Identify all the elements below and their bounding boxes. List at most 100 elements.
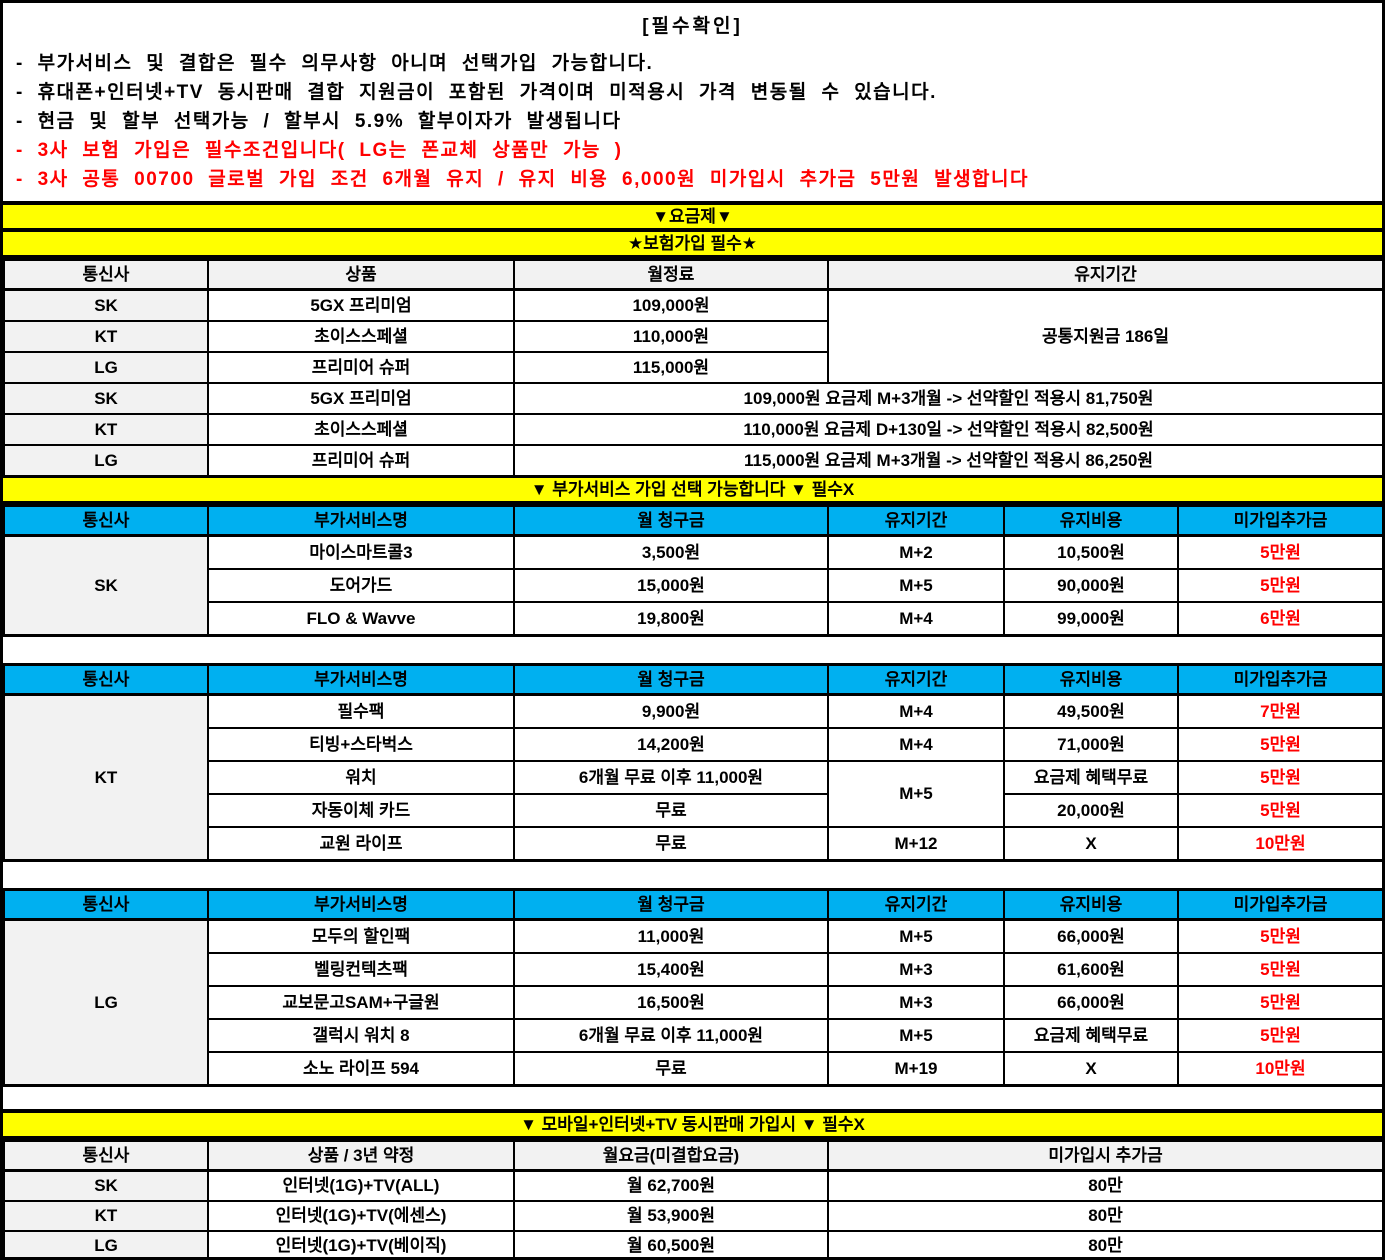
notice-line-alert: - 3사 공통 00700 글로벌 가입 조건 6개월 유지 / 유지 비용 6… (16, 169, 1029, 190)
product-cell: 프리미어 슈퍼 (207, 351, 515, 384)
table-row: KT 필수팩 9,900원 M+4 49,500원 7만원 (3, 693, 1382, 862)
carrier-cell: LG (3, 918, 209, 1087)
bundle-fee-cell: 월 53,900원 (513, 1200, 829, 1232)
penalty-cell: 6만원 (1177, 601, 1382, 637)
table-row: 도어가드 15,000원 M+5 90,000원 5만원 (4, 568, 1382, 603)
header-retention-period: 유지기간 (827, 259, 1382, 291)
retention-period-cell: M+4 (827, 727, 1005, 762)
penalty-cell: 5만원 (1177, 727, 1382, 762)
retention-cost-cell: 90,000원 (1003, 568, 1179, 603)
penalty-cell: 5만원 (1177, 534, 1382, 570)
notice-line: - 부가서비스 및 결합은 필수 의무사항 아니며 선택가입 가능합니다. (16, 53, 654, 74)
header-bundle-fee: 월요금(미결합요금) (513, 1140, 829, 1172)
carrier-cell: LG (3, 351, 209, 384)
carrier-cell: KT (3, 693, 209, 862)
header-carrier: 통신사 (3, 1140, 209, 1172)
retention-cost-cell: 10,500원 (1003, 534, 1179, 570)
bundle-penalty-cell: 80만 (827, 1230, 1382, 1257)
bundle-product-cell: 인터넷(1G)+TV(베이직) (207, 1230, 515, 1257)
table-row: KT 초이스스페셜 110,000원 요금제 D+130일 -> 선약할인 적용… (3, 413, 1382, 446)
carrier-cell: SK (3, 534, 209, 637)
monthly-fee-cell: 109,000원 (513, 288, 829, 322)
service-name-cell: 도어가드 (207, 568, 515, 603)
header-monthly-charge: 월 청구금 (513, 888, 829, 921)
table-row: 소노 라이프 594 무료 M+19 X 10만원 (4, 1051, 1382, 1087)
penalty-cell: 5만원 (1177, 793, 1382, 828)
table-row: 워치 6개월 무료 이후 11,000원 M+5 요금제 혜택무료 5만원 (4, 760, 1382, 828)
monthly-fee-cell: 115,000원 (513, 351, 829, 384)
service-name-cell: 벨링컨텍츠팩 (207, 952, 515, 987)
notice-line-alert: - 3사 보험 가입은 필수조건입니다( LG는 폰교체 상품만 가능 ) (16, 140, 623, 161)
header-carrier: 통신사 (3, 888, 209, 921)
addon-table-sk: 통신사 부가서비스명 월 청구금 유지기간 유지비용 미가입추가금 SK 마이스… (3, 505, 1382, 637)
banner-addon-services: ▼ 부가서비스 가입 선택 가능합니다 ▼ 필수X (3, 478, 1382, 505)
bundle-product-cell: 인터넷(1G)+TV(에센스) (207, 1200, 515, 1232)
carrier-cell: SK (3, 1169, 209, 1202)
notice-lines: - 부가서비스 및 결합은 필수 의무사항 아니며 선택가입 가능합니다. - … (3, 43, 1382, 194)
table-row: SK 5GX 프리미엄 109,000원 공통지원금 186일 (3, 288, 1382, 384)
carrier-cell: LG (3, 1230, 209, 1257)
retention-cost-cell: 요금제 혜택무료 (1003, 1018, 1179, 1053)
service-name-cell: 필수팩 (207, 693, 515, 729)
notice-line: - 현금 및 할부 선택가능 / 할부시 5.9% 할부이자가 발생됩니다 (16, 111, 622, 132)
table-row: LG 프리미어 슈퍼 115,000원 요금제 M+3개월 -> 선약할인 적용… (3, 444, 1382, 478)
penalty-cell: 5만원 (1177, 568, 1382, 603)
service-name-cell: FLO & Wavve (207, 601, 515, 637)
penalty-cell: 10만원 (1177, 1051, 1382, 1087)
retention-period-cell: M+5 (827, 918, 1005, 954)
retention-period-cell: M+4 (827, 601, 1005, 637)
product-cell: 5GX 프리미엄 (207, 288, 515, 322)
bundle-table: 통신사 상품 / 3년 약정 월요금(미결합요금) 미가입시 추가금 SK 인터… (3, 1140, 1382, 1257)
header-product: 상품 (207, 259, 515, 291)
carrier-cell: KT (3, 320, 209, 353)
header-monthly-charge: 월 청구금 (513, 663, 829, 696)
retention-cost-cell: 61,600원 (1003, 952, 1179, 987)
table-row: SK 마이스마트콜3 3,500원 M+2 10,500원 5만원 (3, 534, 1382, 637)
retention-period-cell: M+5 (827, 760, 1005, 828)
retention-cost-cell: 49,500원 (1003, 693, 1179, 729)
penalty-cell: 5만원 (1177, 1018, 1382, 1053)
spacer (3, 862, 1382, 888)
header-bundle-penalty: 미가입시 추가금 (827, 1140, 1382, 1172)
header-retention-cost: 유지비용 (1003, 888, 1179, 921)
retention-cost-cell: 71,000원 (1003, 727, 1179, 762)
addon-header-row: 통신사 부가서비스명 월 청구금 유지기간 유지비용 미가입추가금 (3, 663, 1382, 696)
retention-period-cell: M+3 (827, 952, 1005, 987)
table-row: SK 인터넷(1G)+TV(ALL) 월 62,700원 80만 (3, 1169, 1382, 1202)
notice-line: - 휴대폰+인터넷+TV 동시판매 결합 지원금이 포함된 가격이며 미적용시 … (16, 82, 937, 103)
penalty-cell: 5만원 (1177, 985, 1382, 1020)
discount-detail-cell: 115,000원 요금제 M+3개월 -> 선약할인 적용시 86,250원 (513, 444, 1382, 478)
addon-table-kt: 통신사 부가서비스명 월 청구금 유지기간 유지비용 미가입추가금 KT 필수팩… (3, 663, 1382, 862)
header-penalty: 미가입추가금 (1177, 888, 1382, 921)
notice-section: [필수확인] - 부가서비스 및 결합은 필수 의무사항 아니며 선택가입 가능… (3, 3, 1382, 201)
penalty-cell: 7만원 (1177, 693, 1382, 729)
table-row: LG 모두의 할인팩 11,000원 M+5 66,000원 5만원 (3, 918, 1382, 1087)
table-row: 갤럭시 워치 8 6개월 무료 이후 11,000원 M+5 요금제 혜택무료 … (4, 1018, 1382, 1053)
retention-cost-cell: 20,000원 (1003, 793, 1179, 828)
table-row: 자동이체 카드 무료 20,000원 5만원 (4, 793, 1382, 828)
bundle-product-cell: 인터넷(1G)+TV(ALL) (207, 1169, 515, 1202)
carrier-cell: SK (3, 288, 209, 322)
monthly-charge-cell: 11,000원 (513, 918, 829, 954)
header-carrier: 통신사 (3, 505, 209, 537)
header-monthly-fee: 월정료 (513, 259, 829, 291)
table-row: 티빙+스타벅스 14,200원 M+4 71,000원 5만원 (4, 727, 1382, 762)
table-row: SK 5GX 프리미엄 109,000원 요금제 M+3개월 -> 선약할인 적… (3, 382, 1382, 415)
product-cell: 초이스스페셜 (207, 413, 515, 446)
retention-cost-cell: 요금제 혜택무료 (1003, 760, 1179, 795)
table-row: LG 인터넷(1G)+TV(베이직) 월 60,500원 80만 (3, 1230, 1382, 1257)
monthly-charge-cell: 19,800원 (513, 601, 829, 637)
retention-period-cell: M+12 (827, 826, 1005, 862)
header-monthly-charge: 월 청구금 (513, 505, 829, 537)
carrier-cell: SK (3, 382, 209, 415)
service-name-cell: 마이스마트콜3 (207, 534, 515, 570)
header-service-name: 부가서비스명 (207, 888, 515, 921)
header-bundle-product: 상품 / 3년 약정 (207, 1140, 515, 1172)
header-retention-cost: 유지비용 (1003, 505, 1179, 537)
product-cell: 프리미어 슈퍼 (207, 444, 515, 478)
header-retention-period: 유지기간 (827, 663, 1005, 696)
table-row: FLO & Wavve 19,800원 M+4 99,000원 6만원 (4, 601, 1382, 637)
retention-period-cell: M+5 (827, 568, 1005, 603)
monthly-fee-cell: 110,000원 (513, 320, 829, 353)
retention-cost-cell: 66,000원 (1003, 918, 1179, 954)
